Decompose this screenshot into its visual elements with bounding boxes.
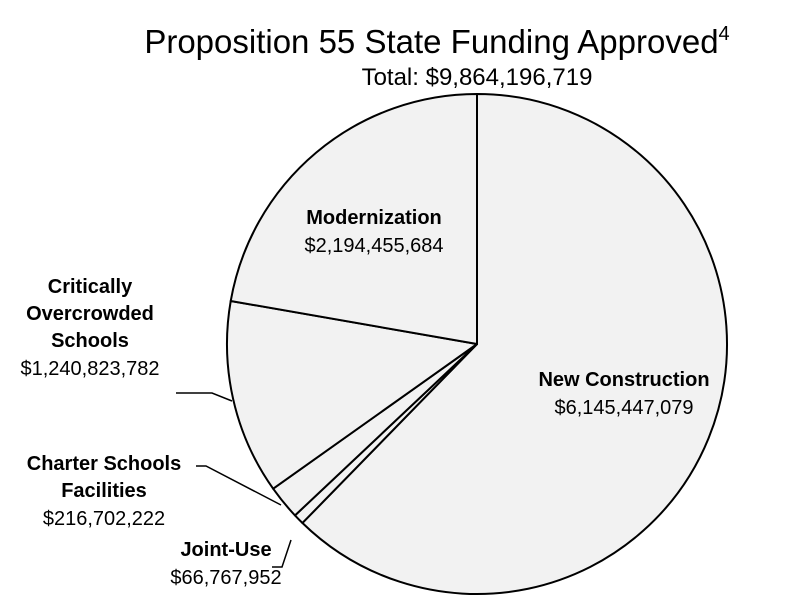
- slice-name-critically-overcrowded: Critically: [48, 276, 133, 298]
- chart-title: Proposition 55 State Funding Approved4: [144, 23, 729, 60]
- slice-name-modernization: Modernization: [306, 207, 442, 229]
- slice-value-modernization: $2,194,455,684: [304, 235, 443, 257]
- slice-name-joint-use: Joint-Use: [180, 539, 271, 561]
- slice-name-charter-schools: Facilities: [61, 480, 147, 502]
- slice-label-new-construction: New Construction $6,145,447,079: [538, 369, 709, 419]
- pie-slice-new-construction: [301, 93, 728, 595]
- slice-label-charter-schools: Charter Schools Facilities $216,702,222: [27, 453, 181, 530]
- leader-line-charter-schools: [196, 465, 282, 506]
- slice-name-critically-overcrowded: Overcrowded: [26, 303, 154, 325]
- pie-slice-critically-overcrowded: [226, 299, 478, 490]
- chart-subtitle: Total: $9,864,196,719: [362, 64, 593, 91]
- pie-slices: [226, 93, 728, 595]
- slice-label-modernization: Modernization $2,194,455,684: [304, 207, 443, 257]
- slice-name-critically-overcrowded: Schools: [51, 330, 129, 352]
- slice-value-new-construction: $6,145,447,079: [554, 397, 693, 419]
- leader-line-joint-use: [272, 539, 292, 568]
- leader-lines: [176, 392, 292, 568]
- slice-name-new-construction: New Construction: [538, 369, 709, 391]
- slice-value-joint-use: $66,767,952: [170, 567, 281, 589]
- slice-value-critically-overcrowded: $1,240,823,782: [20, 358, 159, 380]
- slice-name-charter-schools: Charter Schools: [27, 453, 181, 475]
- slice-value-charter-schools: $216,702,222: [43, 508, 165, 530]
- slice-label-joint-use: Joint-Use $66,767,952: [170, 539, 281, 589]
- slice-label-critically-overcrowded: Critically Overcrowded Schools $1,240,823,7…: [20, 276, 159, 380]
- pie-slice-modernization: [229, 93, 478, 345]
- slice-labels: New Construction $6,145,447,079 Joint-Use $…: [20, 207, 709, 589]
- leader-line-critically-overcrowded: [176, 392, 233, 402]
